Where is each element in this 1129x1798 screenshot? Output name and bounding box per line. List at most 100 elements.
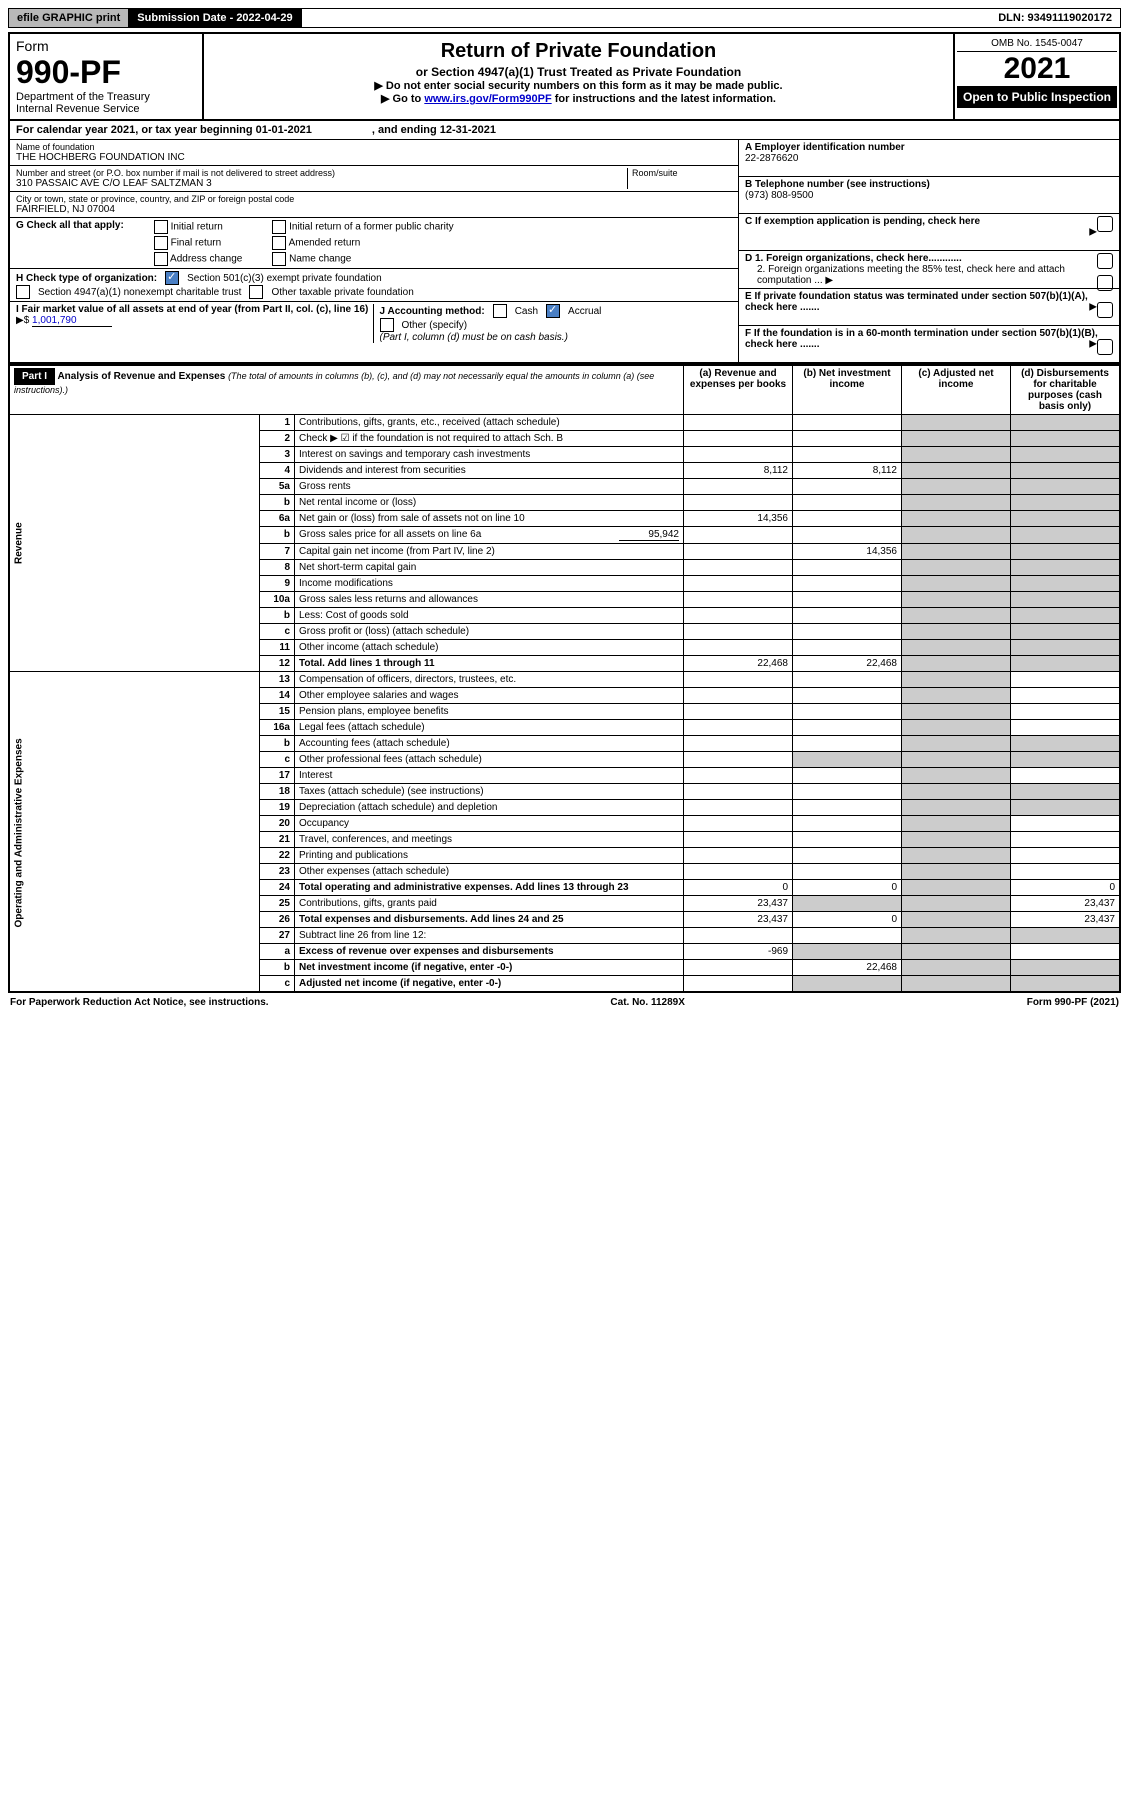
other-method-checkbox[interactable] [380, 318, 394, 332]
j-label: J Accounting method: [380, 306, 485, 317]
dept-2: Internal Revenue Service [16, 103, 196, 115]
j-other: Other (specify) [402, 320, 468, 331]
foundation-name-label: Name of foundation [16, 142, 732, 152]
amount-cell [684, 415, 793, 431]
footer-mid: Cat. No. 11289X [610, 997, 684, 1008]
initial-former-checkbox[interactable] [272, 220, 286, 234]
amount-cell [1011, 511, 1121, 527]
cash-checkbox[interactable] [493, 304, 507, 318]
efile-print-button[interactable]: efile GRAPHIC print [9, 9, 129, 27]
line-number: 22 [260, 848, 295, 864]
line-number: 14 [260, 688, 295, 704]
line-number: 15 [260, 704, 295, 720]
line-number: b [260, 495, 295, 511]
line-description: Check ▶ ☑ if the foundation is not requi… [295, 431, 684, 447]
amount-cell [1011, 447, 1121, 463]
amount-cell: 0 [793, 880, 902, 896]
amount-cell: 23,437 [1011, 896, 1121, 912]
amount-cell: 23,437 [684, 912, 793, 928]
amount-cell [684, 768, 793, 784]
name-change-checkbox[interactable] [272, 252, 286, 266]
amount-cell: 23,437 [684, 896, 793, 912]
line-number: b [260, 527, 295, 544]
final-return-checkbox[interactable] [154, 236, 168, 250]
line-description: Net short-term capital gain [295, 560, 684, 576]
line-description: Total. Add lines 1 through 11 [295, 656, 684, 672]
g-o1: Initial return [171, 222, 223, 233]
col-c-head: (c) Adjusted net income [902, 365, 1011, 415]
cal-begin: For calendar year 2021, or tax year begi… [16, 124, 312, 136]
form-note-1: ▶ Do not enter social security numbers o… [212, 79, 945, 92]
amount-cell [793, 784, 902, 800]
line-number: 18 [260, 784, 295, 800]
i-arrow: ▶$ [16, 315, 29, 326]
amount-cell [793, 864, 902, 880]
amount-cell [1011, 848, 1121, 864]
col-d-head: (d) Disbursements for charitable purpose… [1011, 365, 1121, 415]
amount-cell [1011, 976, 1121, 993]
amount-cell [1011, 784, 1121, 800]
accrual-checkbox[interactable] [546, 304, 560, 318]
line-description: Contributions, gifts, grants paid [295, 896, 684, 912]
amount-cell [684, 720, 793, 736]
other-taxable-checkbox[interactable] [249, 285, 263, 299]
amount-cell [793, 640, 902, 656]
amount-cell [684, 688, 793, 704]
amount-cell [1011, 624, 1121, 640]
amount-cell: 0 [1011, 880, 1121, 896]
line-number: 16a [260, 720, 295, 736]
cal-end: , and ending 12-31-2021 [372, 124, 496, 136]
amount-cell [684, 864, 793, 880]
g-o3: Address change [170, 254, 242, 265]
submission-date: Submission Date - 2022-04-29 [129, 9, 301, 27]
amount-cell: 14,356 [793, 544, 902, 560]
line-number: 19 [260, 800, 295, 816]
line-number: 10a [260, 592, 295, 608]
amount-cell [902, 960, 1011, 976]
amount-cell [902, 479, 1011, 495]
amount-cell [902, 672, 1011, 688]
room-label: Room/suite [632, 168, 732, 178]
amount-cell [684, 928, 793, 944]
arrow-icon: ▶ [1089, 339, 1097, 350]
line-description: Printing and publications [295, 848, 684, 864]
line-number: 27 [260, 928, 295, 944]
amount-cell [1011, 960, 1121, 976]
amount-cell [902, 720, 1011, 736]
amount-cell [793, 672, 902, 688]
form-title: Return of Private Foundation [212, 40, 945, 63]
amount-cell [1011, 720, 1121, 736]
amount-cell [1011, 527, 1121, 544]
line-description: Other income (attach schedule) [295, 640, 684, 656]
amount-cell [902, 608, 1011, 624]
amount-cell [902, 447, 1011, 463]
irs-link[interactable]: www.irs.gov/Form990PF [424, 93, 551, 105]
line-number: 2 [260, 431, 295, 447]
d1-checkbox[interactable] [1097, 253, 1113, 269]
4947-checkbox[interactable] [16, 285, 30, 299]
footer-left: For Paperwork Reduction Act Notice, see … [10, 997, 269, 1008]
line-number: 4 [260, 463, 295, 479]
section-label: Revenue [9, 415, 260, 672]
address-change-checkbox[interactable] [154, 252, 168, 266]
line-description: Capital gain net income (from Part IV, l… [295, 544, 684, 560]
f-checkbox[interactable] [1097, 339, 1113, 355]
part1-title: Analysis of Revenue and Expenses [57, 371, 225, 382]
foundation-name: THE HOCHBERG FOUNDATION INC [16, 152, 732, 163]
amount-cell [1011, 495, 1121, 511]
e-checkbox[interactable] [1097, 302, 1113, 318]
amount-cell [902, 544, 1011, 560]
amount-cell [793, 816, 902, 832]
line-number: c [260, 752, 295, 768]
501c3-checkbox[interactable] [165, 271, 179, 285]
line-number: 6a [260, 511, 295, 527]
c-checkbox[interactable] [1097, 216, 1113, 232]
initial-return-checkbox[interactable] [154, 220, 168, 234]
dept-1: Department of the Treasury [16, 91, 196, 103]
amount-cell [902, 463, 1011, 479]
g-o4: Initial return of a former public charit… [289, 222, 454, 233]
analysis-table: Part I Analysis of Revenue and Expenses … [8, 364, 1121, 993]
amended-return-checkbox[interactable] [272, 236, 286, 250]
city-label: City or town, state or province, country… [16, 194, 732, 204]
amount-cell [902, 864, 1011, 880]
